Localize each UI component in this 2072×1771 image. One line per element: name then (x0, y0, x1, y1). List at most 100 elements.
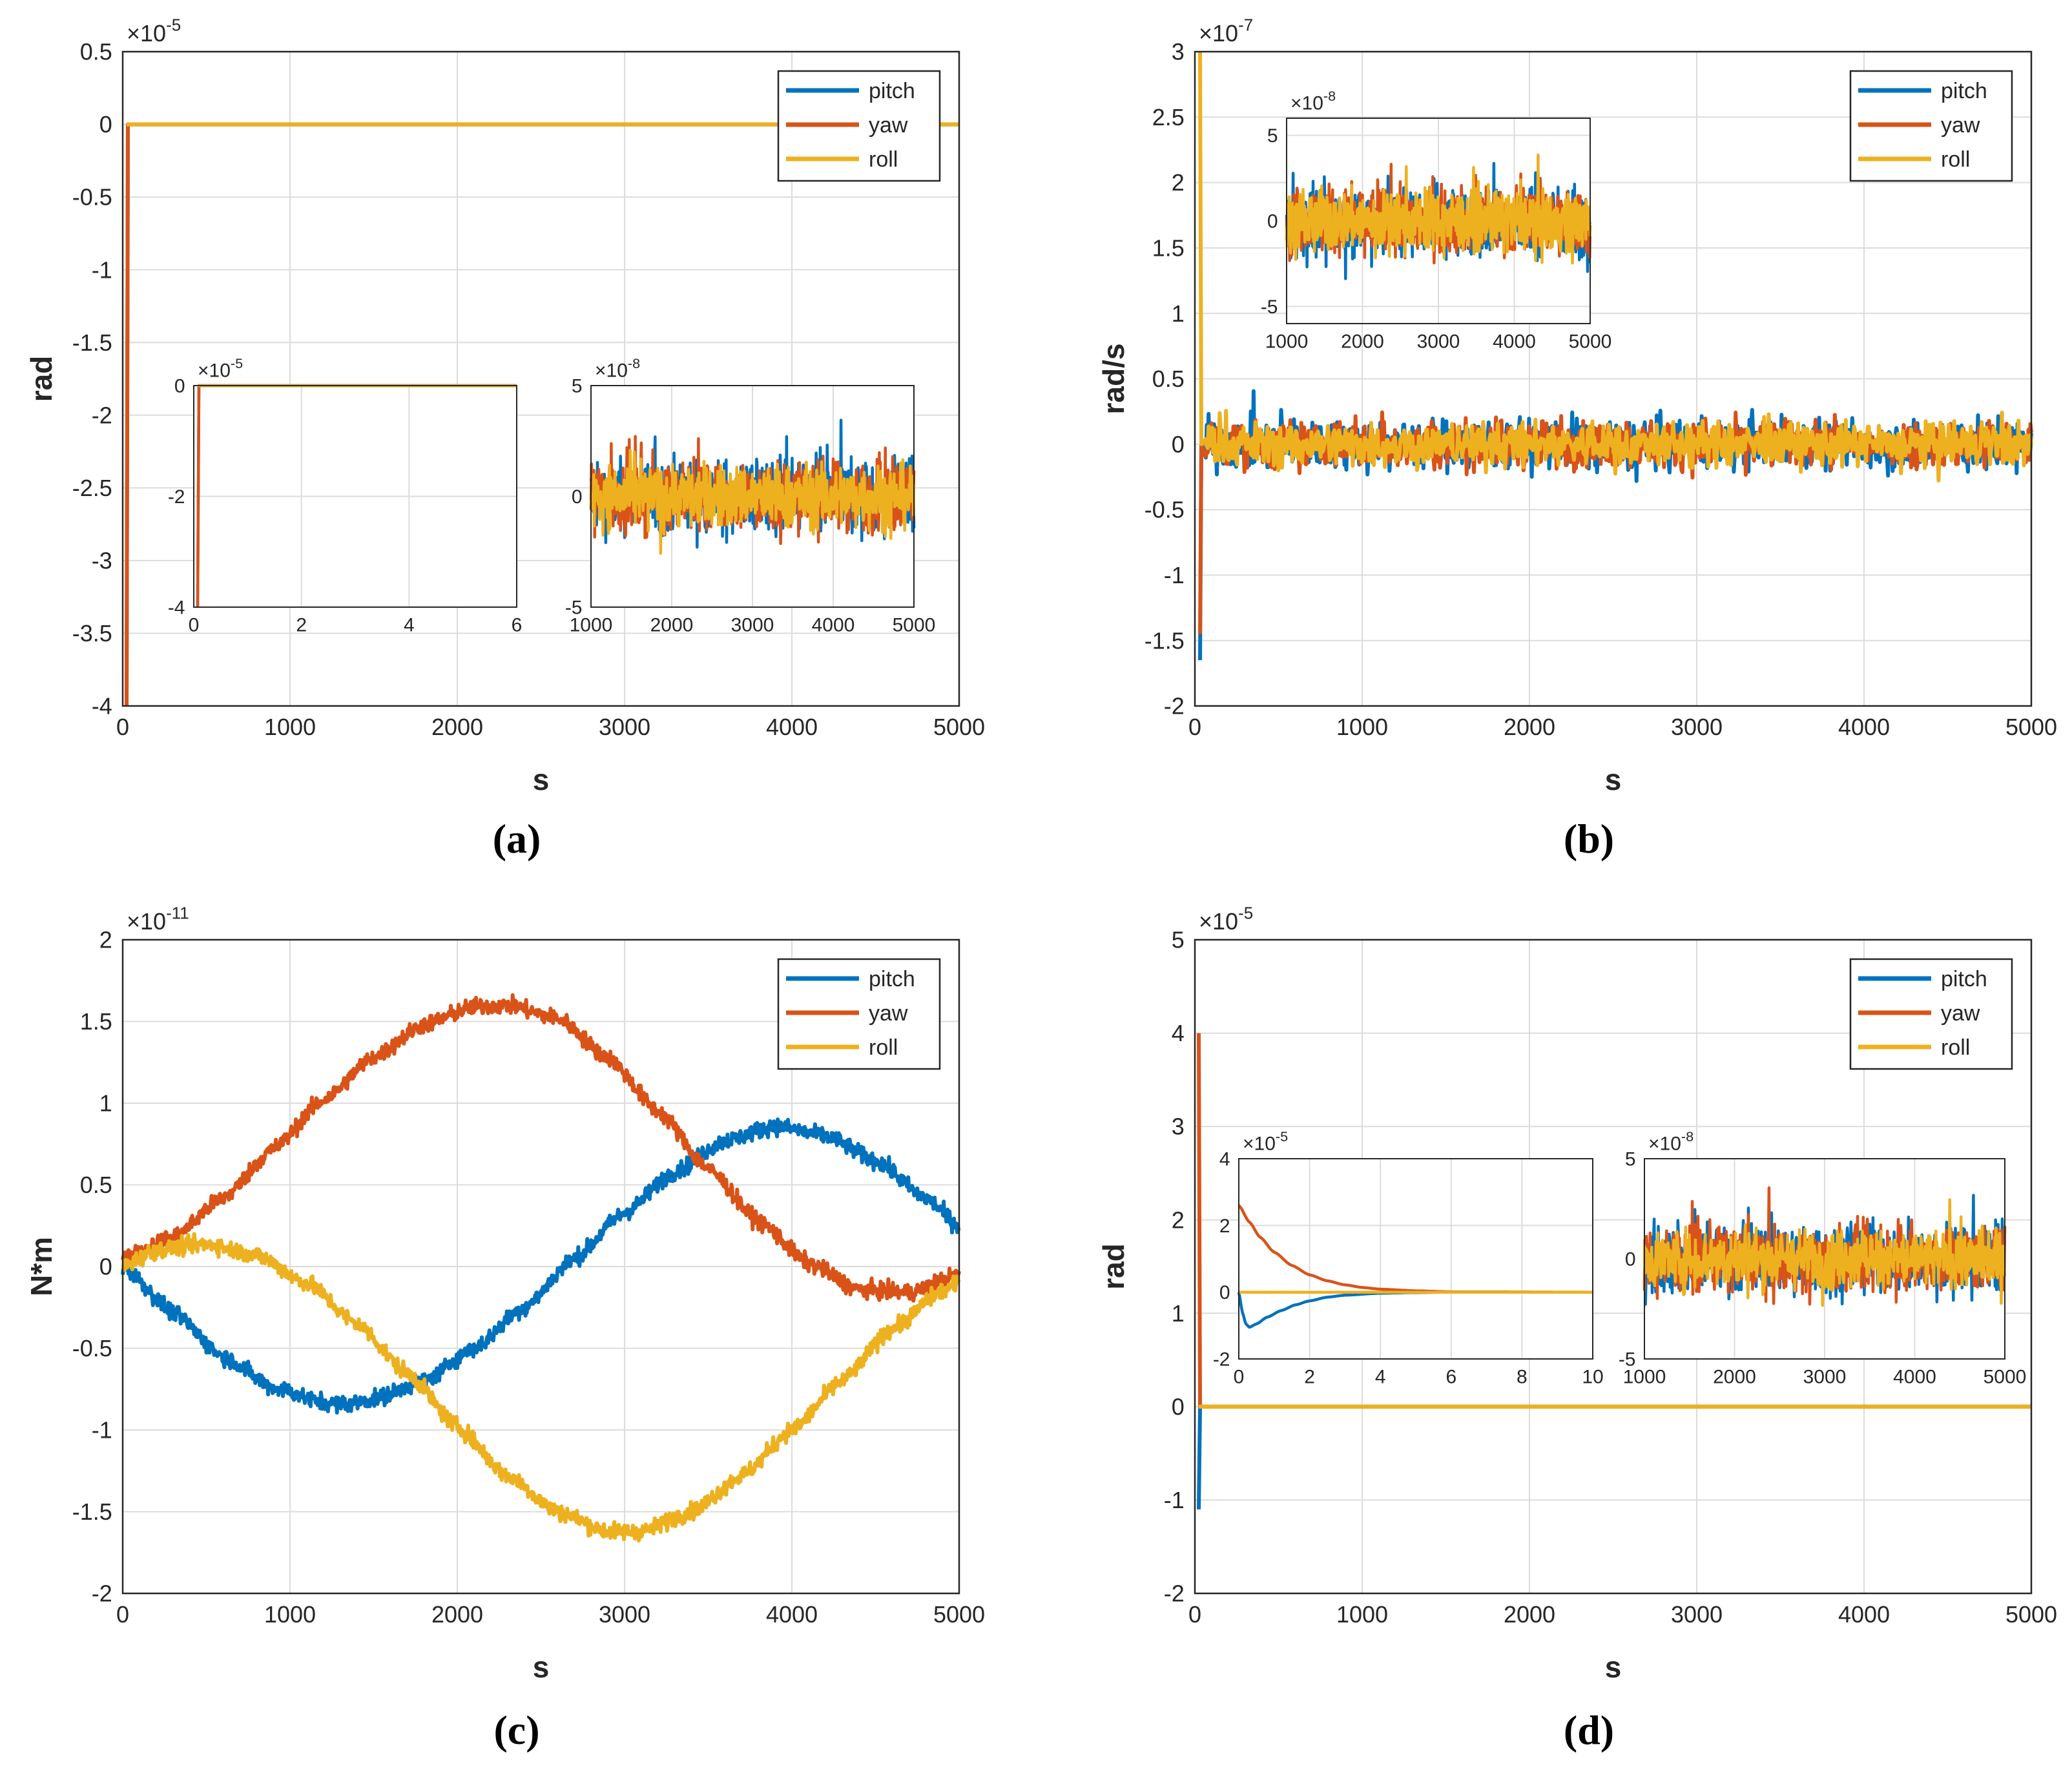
x-tick-label: 5000 (2005, 714, 2057, 740)
x-tick-label: 2000 (1341, 331, 1384, 353)
y-axis-label: N*m (25, 1237, 58, 1296)
x-tick-label: 2000 (1504, 1601, 1555, 1628)
plot-area (1239, 1159, 1593, 1359)
series-line-roll (1198, 51, 2033, 482)
y-tick-label: 2 (1219, 1216, 1230, 1237)
y-tick-label: 0 (99, 1254, 112, 1280)
x-tick-label: 5000 (1984, 1367, 2027, 1388)
x-tick-label: 4000 (1838, 714, 1890, 740)
x-tick-label: 4000 (766, 1601, 818, 1628)
figure-caption: (a) (493, 816, 541, 862)
y-tick-label: -3.5 (72, 620, 112, 647)
x-tick-label: 4000 (1493, 331, 1536, 353)
y-tick-label: 2.5 (1152, 104, 1185, 130)
y-tick-label: 1.5 (1152, 235, 1185, 262)
x-tick-label: 0 (1234, 1367, 1245, 1388)
legend-label-roll: roll (1941, 147, 1970, 172)
axis-exponent-label: ×10-8 (595, 355, 640, 382)
legend-label-roll: roll (1941, 1035, 1970, 1060)
x-tick-label: 1000 (570, 615, 613, 636)
x-tick-label: 5000 (933, 714, 985, 740)
x-tick-label: 3000 (599, 714, 650, 740)
legend-label-yaw: yaw (1941, 113, 1980, 138)
y-tick-label: 1 (1172, 300, 1185, 327)
axis-exponent-label: ×10-8 (1648, 1128, 1694, 1155)
x-tick-label: 2 (296, 615, 307, 636)
series-group (1237, 1204, 1593, 1329)
y-tick-label: -1.5 (1145, 627, 1185, 654)
axes-frame (1286, 118, 1591, 324)
x-tick-label: 2000 (650, 615, 694, 636)
y-tick-label: 0.5 (1152, 366, 1185, 392)
series-line-roll (1285, 153, 1592, 265)
y-tick-label: 3 (1172, 1113, 1185, 1140)
series-group (1197, 1033, 2031, 1509)
y-tick-label: 3 (1172, 39, 1185, 65)
x-tick-label: 3000 (1671, 1601, 1723, 1628)
x-tick-label: 1000 (1623, 1367, 1666, 1388)
inset-a-1: 0 2 4 6 -4 -2 0 ×10-5 (168, 355, 523, 636)
y-tick-label: -1 (92, 256, 112, 283)
x-tick-label: 6 (512, 615, 523, 636)
y-tick-label: -1 (92, 1417, 112, 1444)
axis-exponent-label: ×10-5 (198, 355, 243, 382)
x-tick-label: 1000 (264, 714, 316, 740)
axis-exponent-label: ×10-5 (127, 17, 181, 47)
x-tick-label: 2 (1304, 1367, 1315, 1388)
y-tick-label: -0.5 (1145, 497, 1185, 523)
y-tick-label: 0 (1625, 1249, 1636, 1270)
x-tick-label: 4 (404, 615, 415, 636)
y-tick-label: -2 (92, 1580, 112, 1607)
x-tick-label: 4000 (1838, 1601, 1890, 1628)
y-tick-label: -2.5 (72, 475, 112, 501)
axes-frame (1644, 1158, 2005, 1360)
y-tick-label: 0 (174, 376, 185, 397)
axis-exponent-label: ×10-11 (127, 905, 189, 935)
y-tick-label: 0 (1267, 211, 1278, 233)
legend-label-pitch: pitch (1941, 79, 1987, 103)
legend-label-roll: roll (869, 147, 898, 172)
legend-label-yaw: yaw (869, 113, 908, 138)
legend-label-yaw: yaw (1941, 1001, 1980, 1026)
x-tick-label: 0 (189, 615, 200, 636)
x-tick-label: 8 (1517, 1367, 1528, 1388)
x-tick-label: 5000 (933, 1601, 985, 1628)
x-tick-label: 4 (1375, 1367, 1386, 1388)
series-group (1285, 153, 1592, 280)
x-tick-label: 4000 (766, 714, 818, 740)
y-axis-label: rad (1097, 1243, 1130, 1290)
axis-exponent-label: ×10-8 (1290, 88, 1336, 114)
y-tick-label: -1.5 (72, 329, 112, 356)
y-tick-label: 0 (1172, 1393, 1185, 1420)
series-line-roll (1642, 1198, 2007, 1307)
legend-label-pitch: pitch (869, 967, 915, 991)
series-line-pitch (121, 1117, 961, 1415)
axis-exponent-label: ×10-5 (1199, 905, 1253, 935)
x-tick-label: 1000 (1265, 331, 1309, 353)
chart-panel-a: 0 1000 2000 3000 4000 5000-4-3.5-3-2.5-2-1.5-… (25, 17, 985, 862)
x-tick-label: 1000 (264, 1601, 316, 1628)
inset-b-1: 1000 2000 3000 4000 5000 -5 0 5 ×10-8 (1261, 88, 1612, 353)
x-tick-label: 3000 (599, 1601, 650, 1628)
y-axis-label: rad (25, 356, 58, 402)
y-tick-label: 1 (99, 1090, 112, 1117)
y-tick-label: -0.5 (72, 1335, 112, 1362)
y-tick-label: 0 (1219, 1282, 1230, 1303)
axes-frame (590, 385, 915, 608)
y-tick-label: 5 (1172, 927, 1185, 953)
y-tick-label: 2 (1172, 169, 1185, 196)
axes-frame (193, 385, 517, 608)
x-tick-label: 0 (1188, 1601, 1201, 1628)
x-tick-label: 5000 (2005, 1601, 2057, 1628)
y-tick-label: 1.5 (80, 1008, 112, 1035)
legend-label-roll: roll (869, 1035, 898, 1060)
y-tick-label: -2 (92, 402, 112, 428)
chart-panel-b: 0 1000 2000 3000 4000 5000 -2 -1.5 -1 -0.5 0 0.5 1 1.… (1097, 17, 2057, 862)
legend: pitch yaw roll (1849, 70, 2013, 182)
y-tick-label: 0 (572, 486, 583, 508)
y-tick-label: -1.5 (72, 1498, 112, 1525)
x-tick-label: 4000 (812, 615, 855, 636)
axes-frame (121, 50, 960, 707)
y-tick-label: -3 (92, 547, 112, 574)
